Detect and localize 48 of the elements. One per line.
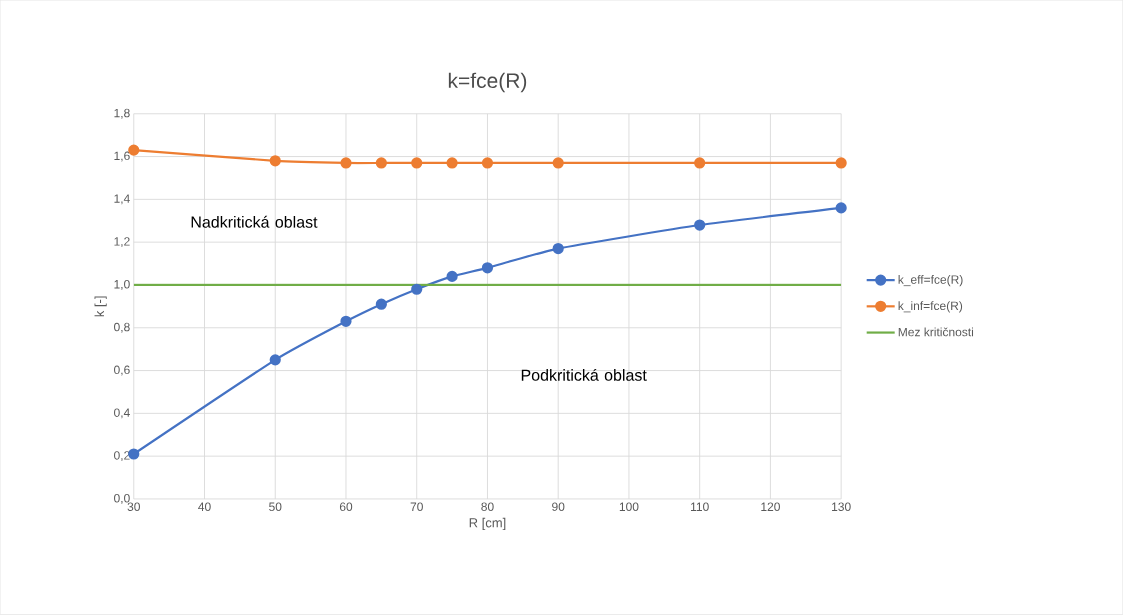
point <box>446 270 458 283</box>
point <box>375 298 387 310</box>
y-tick-label: 0,0 <box>114 494 130 505</box>
point <box>411 283 423 295</box>
x-tick-label: 70 <box>410 502 423 512</box>
legend-label: Mez kritičnosti <box>898 327 974 337</box>
y-tick-label: 1,6 <box>114 151 130 162</box>
x-tick-label: 40 <box>198 502 211 512</box>
y-tick-label: 1,2 <box>114 237 130 248</box>
annotation: Nadkritická oblast <box>191 215 318 228</box>
point <box>552 243 564 255</box>
legend-label: k_inf=fce(R) <box>898 301 963 313</box>
point <box>269 354 281 366</box>
y-tick-label: 1,8 <box>114 108 130 119</box>
annotation: Podkritická oblast <box>521 369 647 381</box>
point <box>411 157 423 169</box>
x-axis-title: R [cm] <box>469 518 506 531</box>
x-tick-label: 130 <box>832 502 851 512</box>
x-tick-label: 110 <box>691 502 709 512</box>
x-tick-label: 80 <box>481 502 494 512</box>
y-axis-title: k [-] <box>94 296 107 317</box>
x-tick-label: 90 <box>552 502 565 512</box>
y-tick-label: 1,4 <box>114 194 130 205</box>
point <box>481 157 494 169</box>
point <box>269 155 281 167</box>
point <box>128 144 140 156</box>
chart-title: k=fce(R) <box>448 72 527 93</box>
legend-label: k_eff=fce(R) <box>898 275 963 287</box>
point <box>340 157 352 169</box>
point <box>835 157 847 169</box>
point <box>481 262 494 274</box>
x-tick-label: 100 <box>619 502 639 512</box>
point <box>694 157 706 169</box>
point <box>552 157 564 169</box>
y-tick-label: 0,2 <box>114 451 130 462</box>
point <box>340 315 352 328</box>
point <box>446 157 458 169</box>
y-tick-label: 1,0 <box>114 280 130 291</box>
point <box>835 202 847 214</box>
x-tick-label: 30 <box>127 502 140 512</box>
x-tick-label: 50 <box>269 502 282 512</box>
y-tick-label: 0,8 <box>114 322 130 333</box>
y-tick-label: 0,6 <box>114 365 130 376</box>
x-tick-label: 120 <box>761 502 780 512</box>
y-tick-label: 0,4 <box>114 408 130 419</box>
point <box>375 157 387 169</box>
x-tick-label: 60 <box>339 502 353 512</box>
point <box>694 219 706 231</box>
